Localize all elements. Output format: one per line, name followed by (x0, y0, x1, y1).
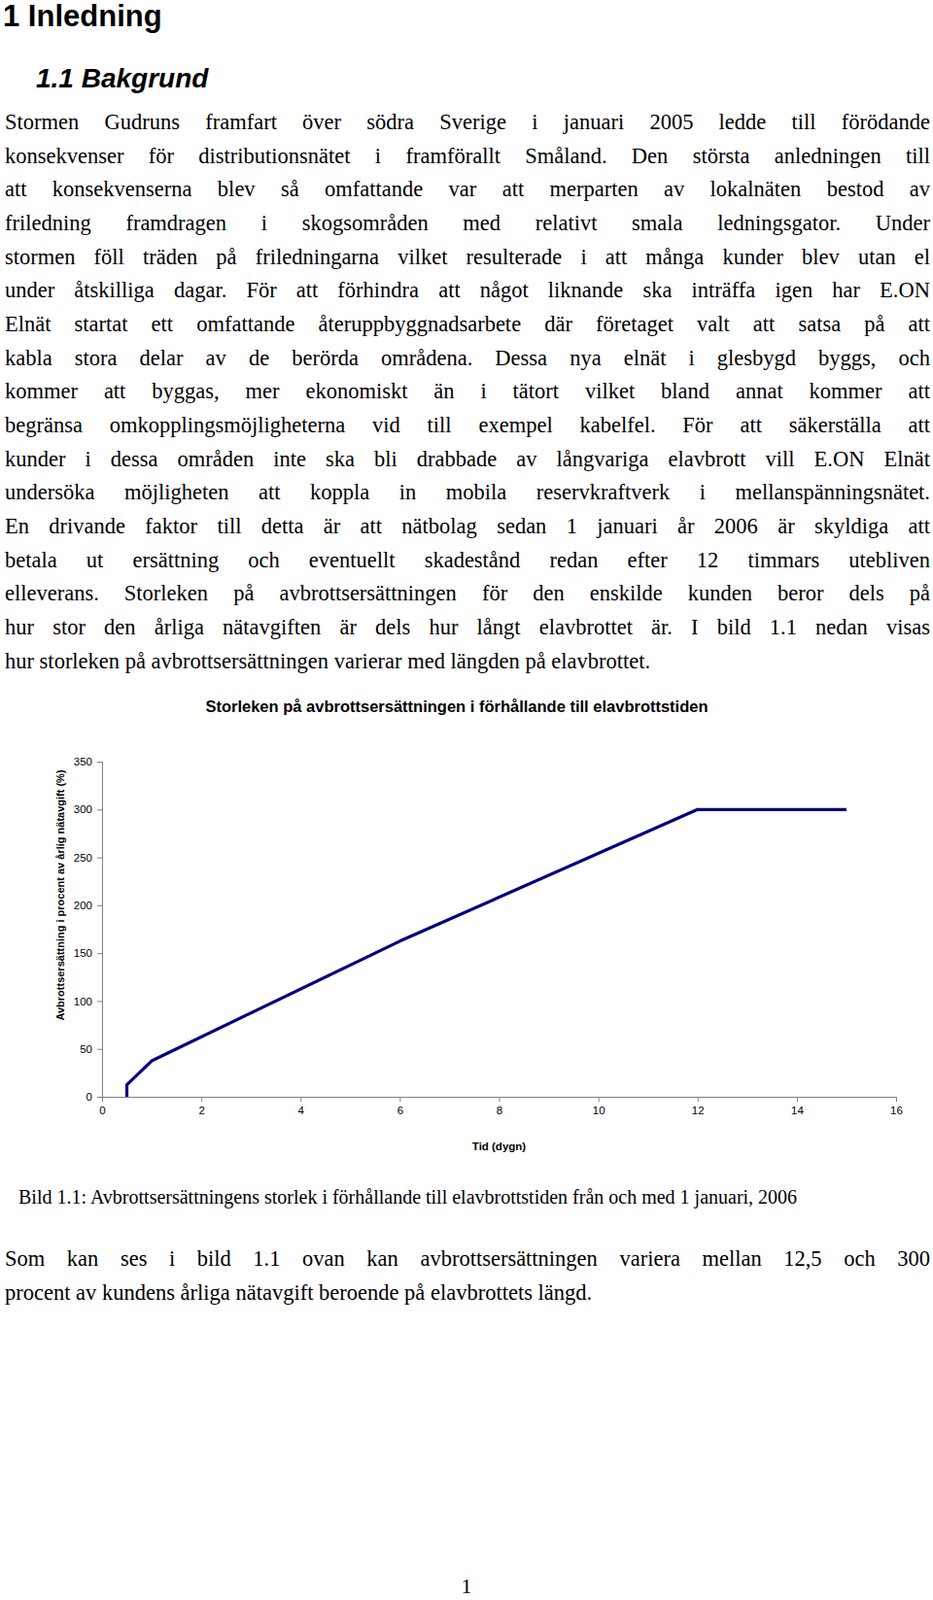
y-tick-mark (97, 761, 103, 763)
y-tick-mark (97, 1049, 103, 1051)
y-tick-mark (97, 1097, 103, 1099)
y-tick: 150 (73, 947, 103, 960)
x-tick-mark (697, 1097, 699, 1103)
text-line: elleverans. Storleken på avbrottsersättn… (4, 577, 931, 612)
x-tick-mark (499, 1097, 501, 1103)
x-tick-label: 6 (397, 1105, 404, 1117)
y-tick-label: 250 (73, 852, 93, 864)
y-tick: 100 (73, 996, 103, 1008)
x-tick-label: 16 (890, 1105, 903, 1117)
x-tick-label: 8 (496, 1105, 503, 1117)
y-tick: 350 (73, 756, 103, 768)
x-axis-line (103, 1098, 898, 1104)
text-line: begränsa omkopplingsmöjligheterna vid ti… (4, 409, 931, 444)
subheading: 1.1 Bakgrund (35, 62, 208, 96)
y-tick: 300 (73, 803, 103, 816)
y-tick-label: 350 (73, 756, 93, 768)
y-tick-label: 100 (73, 996, 93, 1008)
x-axis-title: Tid (dygn) (472, 1140, 527, 1153)
x-tick-label: 0 (99, 1105, 105, 1117)
y-axis-title: Avbrottsersättning i procent av årlig nä… (54, 769, 67, 1021)
text-line: undersöka möjligheten att koppla in mobi… (4, 476, 931, 511)
text-line: kabla stora delar av de berörda områdena… (4, 342, 931, 377)
x-tick-label: 10 (592, 1105, 606, 1117)
x-tick: 0 (99, 1097, 105, 1117)
x-tick-mark (796, 1097, 798, 1103)
y-tick-mark (97, 953, 103, 955)
x-tick-mark (201, 1097, 203, 1103)
y-tick-label: 50 (79, 1043, 93, 1056)
y-tick: 200 (73, 899, 103, 912)
caption: Bild 1.1: Avbrottsersättningens storlek … (18, 1184, 797, 1210)
x-tick: 16 (890, 1097, 903, 1117)
text-line: Stormen Gudruns framfart över södra Sver… (4, 105, 931, 140)
plot-area (127, 809, 847, 1098)
text-line: stormen föll träden på friledningarna vi… (4, 241, 931, 276)
data-line (127, 809, 847, 1098)
y-axis: 0 50 100 150 200 250 300 350 (73, 756, 104, 1104)
x-tick: 12 (691, 1097, 705, 1117)
y-tick-mark (97, 858, 103, 860)
x-tick-label: 2 (198, 1105, 205, 1117)
text-line: att konsekvenserna blev så omfattande va… (4, 172, 931, 208)
x-tick-label: 12 (691, 1105, 705, 1117)
x-tick: 6 (397, 1097, 404, 1117)
text-line: En drivande faktor till detta är att nät… (4, 510, 931, 545)
y-tick-label: 150 (73, 947, 93, 960)
text-line: under åtskilliga dagar. För att förhindr… (4, 274, 931, 309)
y-tick-label: 200 (73, 899, 93, 912)
text-line: Som kan ses i bild 1.1 ovan kan avbrotts… (4, 1243, 931, 1278)
text-line: hur storleken på avbrottsersättningen va… (4, 645, 931, 680)
text-line: kunder i dessa områden inte ska bli drab… (4, 443, 931, 478)
text-line: kommer att byggas, mer ekonomiskt än i t… (4, 375, 931, 410)
page-number: 1 (0, 1574, 933, 1600)
paragraph: Stormen Gudruns framfart över södra Sver… (4, 105, 931, 679)
y-tick-mark (97, 1001, 103, 1003)
text-line: betala ut ersättning och eventuellt skad… (4, 544, 931, 579)
y-tick: 0 (86, 1091, 103, 1104)
x-tick: 14 (791, 1097, 804, 1117)
text-line: friledning framdragen i skogsområden med… (4, 207, 931, 242)
x-tick-label: 14 (791, 1105, 804, 1117)
x-tick: 10 (592, 1097, 606, 1117)
text-line: konsekvenser för distributionsnätet i fr… (4, 139, 931, 174)
y-tick: 50 (79, 1043, 103, 1056)
y-tick-mark (97, 905, 103, 907)
chart-title: Storleken på avbrottsersättningen i förh… (205, 697, 708, 716)
x-tick-label: 4 (298, 1105, 306, 1117)
y-tick-mark (97, 809, 103, 811)
closing-paragraph: Som kan ses i bild 1.1 ovan kan avbrotts… (4, 1243, 931, 1311)
x-tick-mark (598, 1097, 600, 1103)
y-tick-label: 0 (86, 1091, 93, 1104)
y-axis-line (97, 762, 104, 1099)
x-axis: 0 2 4 6 8 10 12 14 16 (99, 1097, 903, 1117)
x-tick: 4 (298, 1097, 306, 1117)
text-line: Elnät startat ett omfattande återuppbygg… (4, 308, 931, 343)
chart: Storleken på avbrottsersättningen i förh… (0, 680, 933, 1167)
text-line: hur stor den årliga nätavgiften är dels … (4, 611, 931, 646)
y-tick-label: 300 (73, 803, 93, 816)
x-tick: 2 (198, 1097, 205, 1117)
heading: 1 Inledning (2, 0, 163, 35)
x-tick: 8 (496, 1097, 503, 1117)
x-tick-mark (300, 1097, 302, 1103)
x-tick-mark (399, 1097, 401, 1103)
text-line: procent av kundens årliga nätavgift bero… (4, 1277, 931, 1312)
x-tick-mark (896, 1097, 898, 1103)
y-tick: 250 (73, 852, 103, 864)
